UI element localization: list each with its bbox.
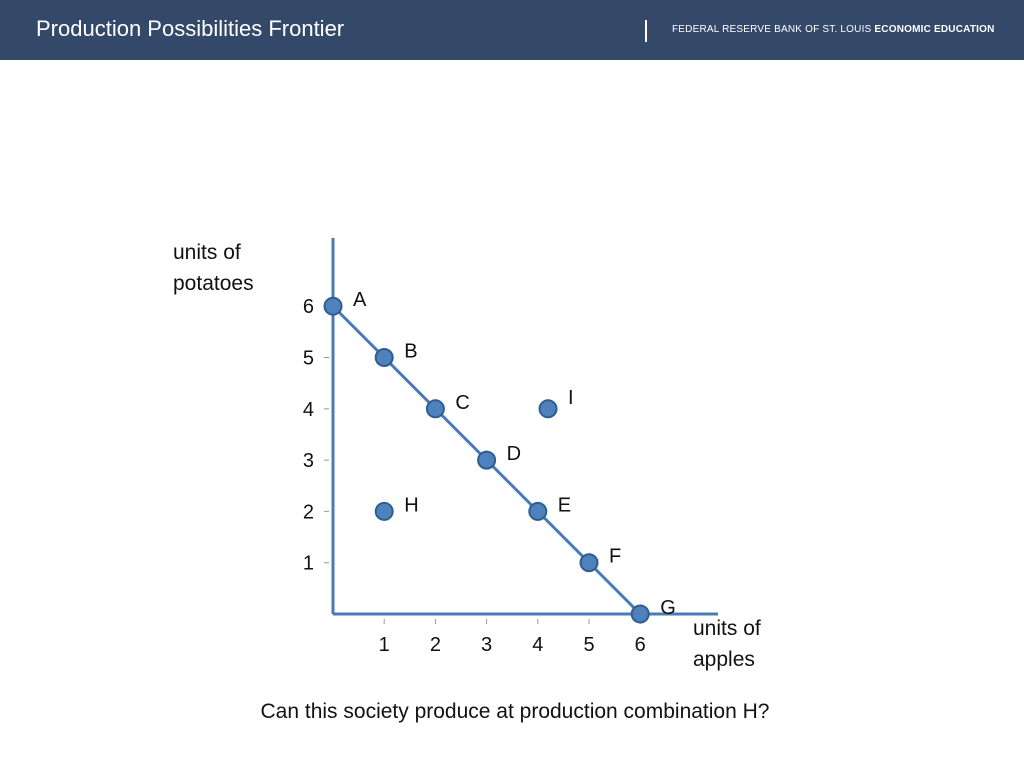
point-label: B [404,341,417,363]
point-i [538,399,558,419]
point-label: A [353,289,367,311]
y-tick-label: 2 [303,501,314,523]
slide-title: Production Possibilities Frontier [36,16,345,41]
point-label: D [507,443,521,465]
org-name: FEDERAL RESERVE BANK OF ST. LOUIS [672,24,875,35]
question-text: Can this society produce at production c… [260,700,770,723]
y-tick-label: 4 [303,399,314,421]
x-tick-label: 1 [379,634,390,656]
point-b [374,348,394,367]
x-tick-label: 3 [481,634,492,656]
point-label: E [558,494,571,516]
y-tick-label: 1 [303,553,314,575]
x-tick-label: 2 [430,634,441,656]
title-bar: Production Possibilities Frontier FEDERA… [0,0,1024,60]
y-tick-label: 3 [303,450,314,472]
x-axis-label: units of [693,617,761,640]
x-tick-label: 6 [635,634,646,656]
y-tick-label: 5 [303,348,314,370]
point-label: F [609,546,621,568]
point-h [374,501,394,521]
y-tick-label: 6 [303,296,314,318]
point-f [579,553,599,573]
point-d [477,450,497,470]
point-e [528,501,548,521]
header-divider [645,20,647,42]
point-a [323,296,343,316]
x-axis-label: apples [693,648,755,671]
x-tick-label: 5 [583,634,594,656]
x-tick-label: 4 [532,634,543,656]
point-label: H [404,494,418,516]
y-axis-label: units of [173,241,241,264]
org-dept: ECONOMIC EDUCATION [874,24,995,35]
point-label: I [568,387,574,409]
point-c [425,399,445,419]
point-g [630,604,650,624]
org-logo-text: FEDERAL RESERVE BANK OF ST. LOUIS ECONOM… [672,24,995,35]
point-label: C [455,392,469,414]
point-label: G [660,597,676,619]
y-axis-label: potatoes [173,272,254,295]
